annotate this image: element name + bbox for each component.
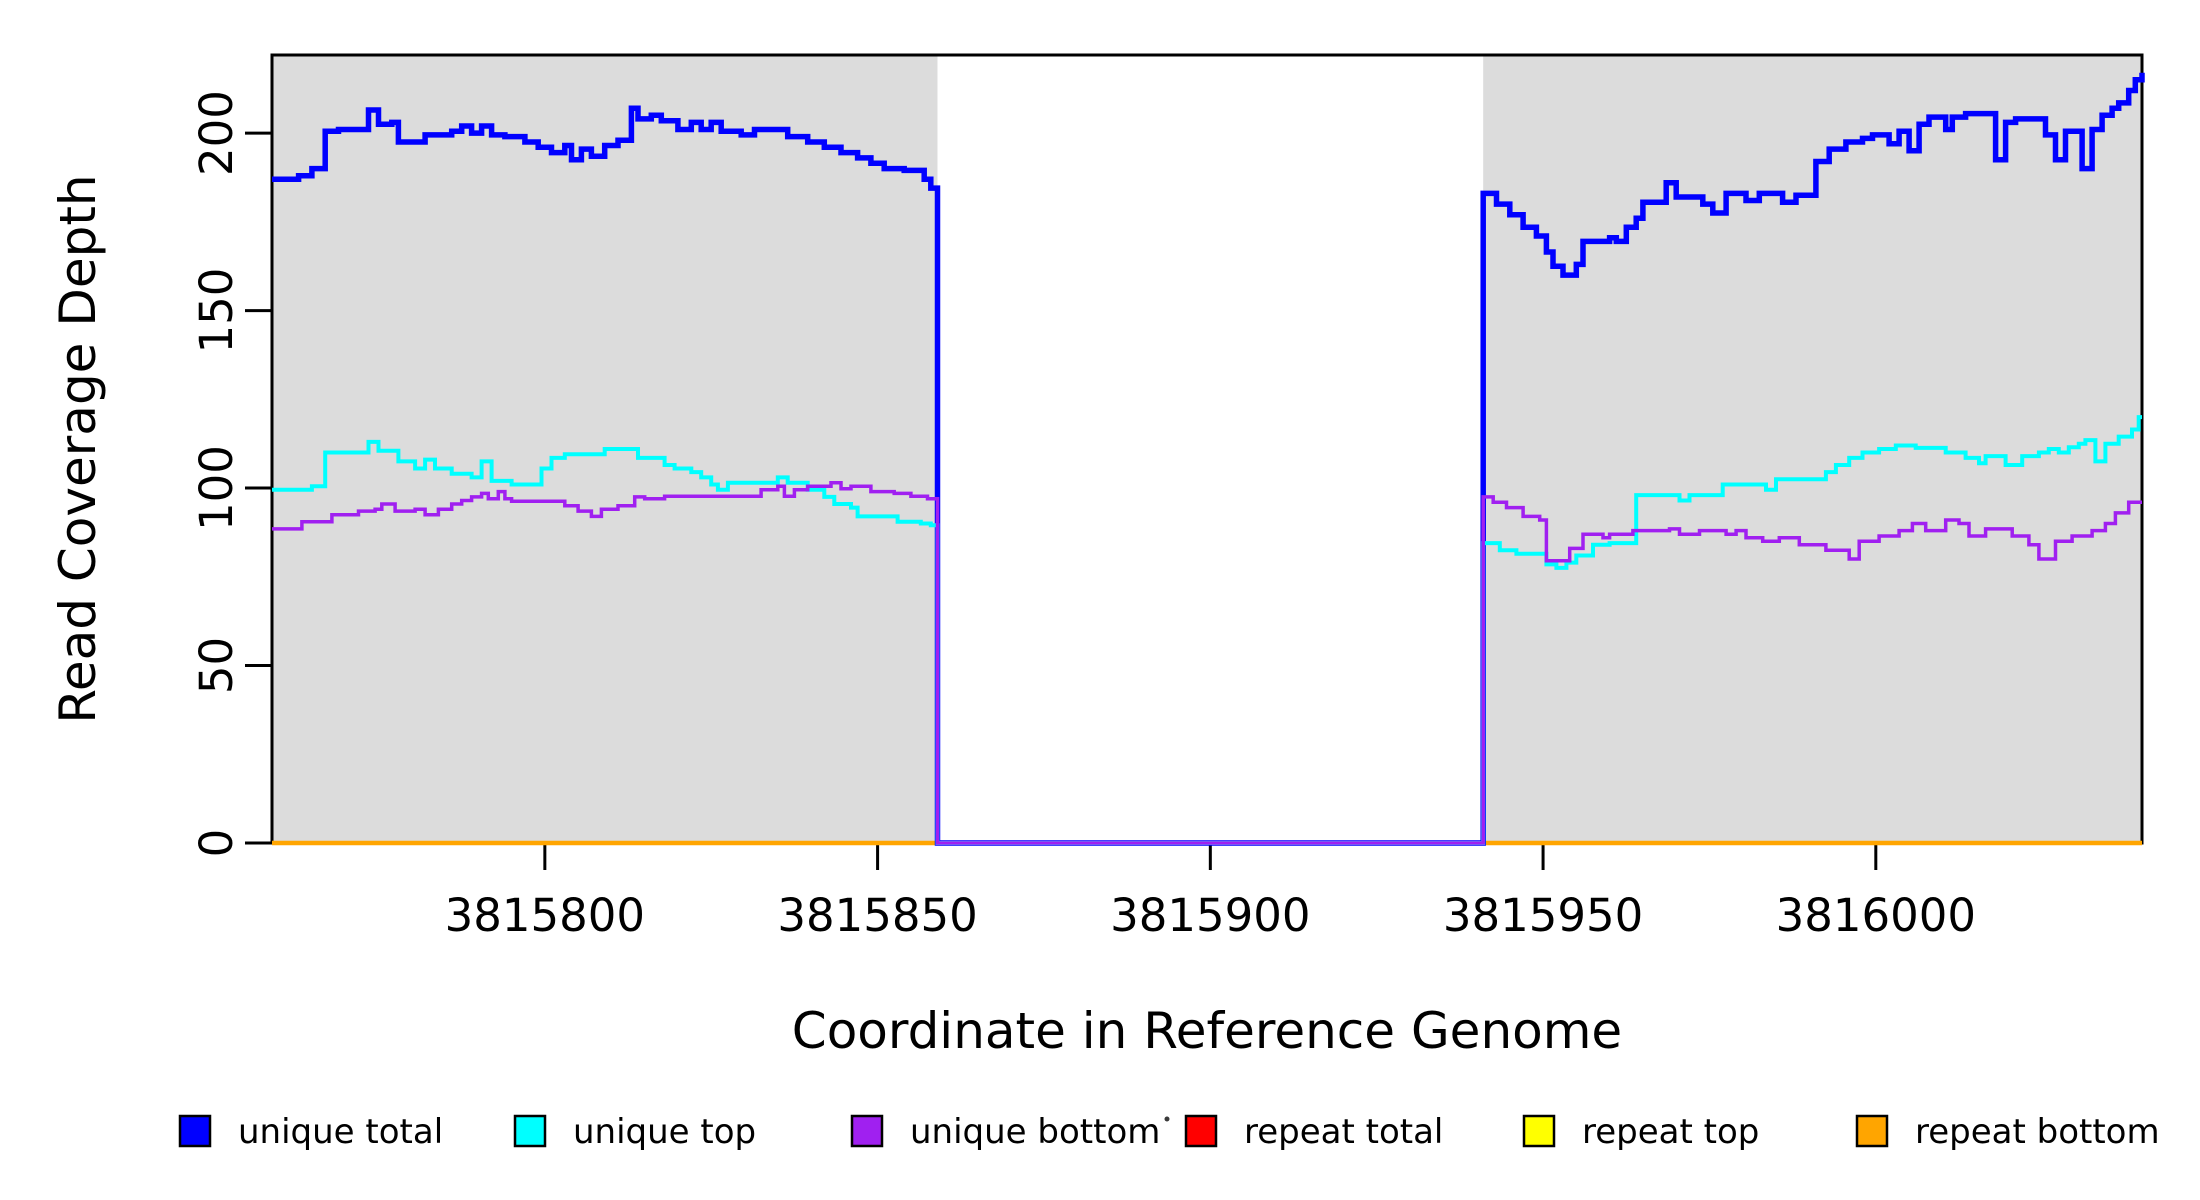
legend: unique total unique top unique bottom repea… [178,1112,2160,1152]
legend-swatch-repeat-top [1522,1114,1556,1148]
x-tick-label: 3816000 [1776,889,1976,942]
legend-swatch-unique-bottom [850,1114,884,1148]
legend-label-repeat-top: repeat top [1582,1112,1759,1152]
legend-label-unique-bottom: unique bottom [910,1112,1160,1152]
y-tick-label: 100 [190,445,243,531]
legend-label-repeat-bottom: repeat bottom [1915,1112,2160,1152]
legend-swatch-repeat-total [1184,1114,1218,1148]
legend-swatch-repeat-bottom [1855,1114,1889,1148]
x-axis-title: Coordinate in Reference Genome [792,1002,1622,1060]
x-tick-label: 3815800 [445,889,645,942]
y-tick-label: 150 [190,268,243,354]
y-tick-label: 0 [190,829,243,858]
chart-layers: 3815800 3815850 3815900 3815950 3816000 0 50 10… [190,53,2145,942]
x-tick-label: 3815900 [1110,889,1310,942]
series-unique-bottom [272,480,2142,845]
y-tick-label: 200 [190,90,243,176]
legend-label-repeat-total: repeat total [1244,1112,1443,1152]
legend-swatch-unique-top [513,1114,547,1148]
y-tick-label: 50 [190,637,243,694]
legend-label-unique-top: unique top [573,1112,756,1152]
stray-mark [1164,1116,1170,1122]
legend-swatch-unique-total [178,1114,212,1148]
x-tick-label: 3815950 [1443,889,1643,942]
series-unique-top [272,415,2142,845]
legend-label-unique-total: unique total [238,1112,443,1152]
x-tick-label: 3815850 [777,889,977,942]
y-axis-title: Read Coverage Depth [49,174,107,723]
shaded-region-2 [1483,55,2142,843]
series-unique-total [272,72,2145,846]
